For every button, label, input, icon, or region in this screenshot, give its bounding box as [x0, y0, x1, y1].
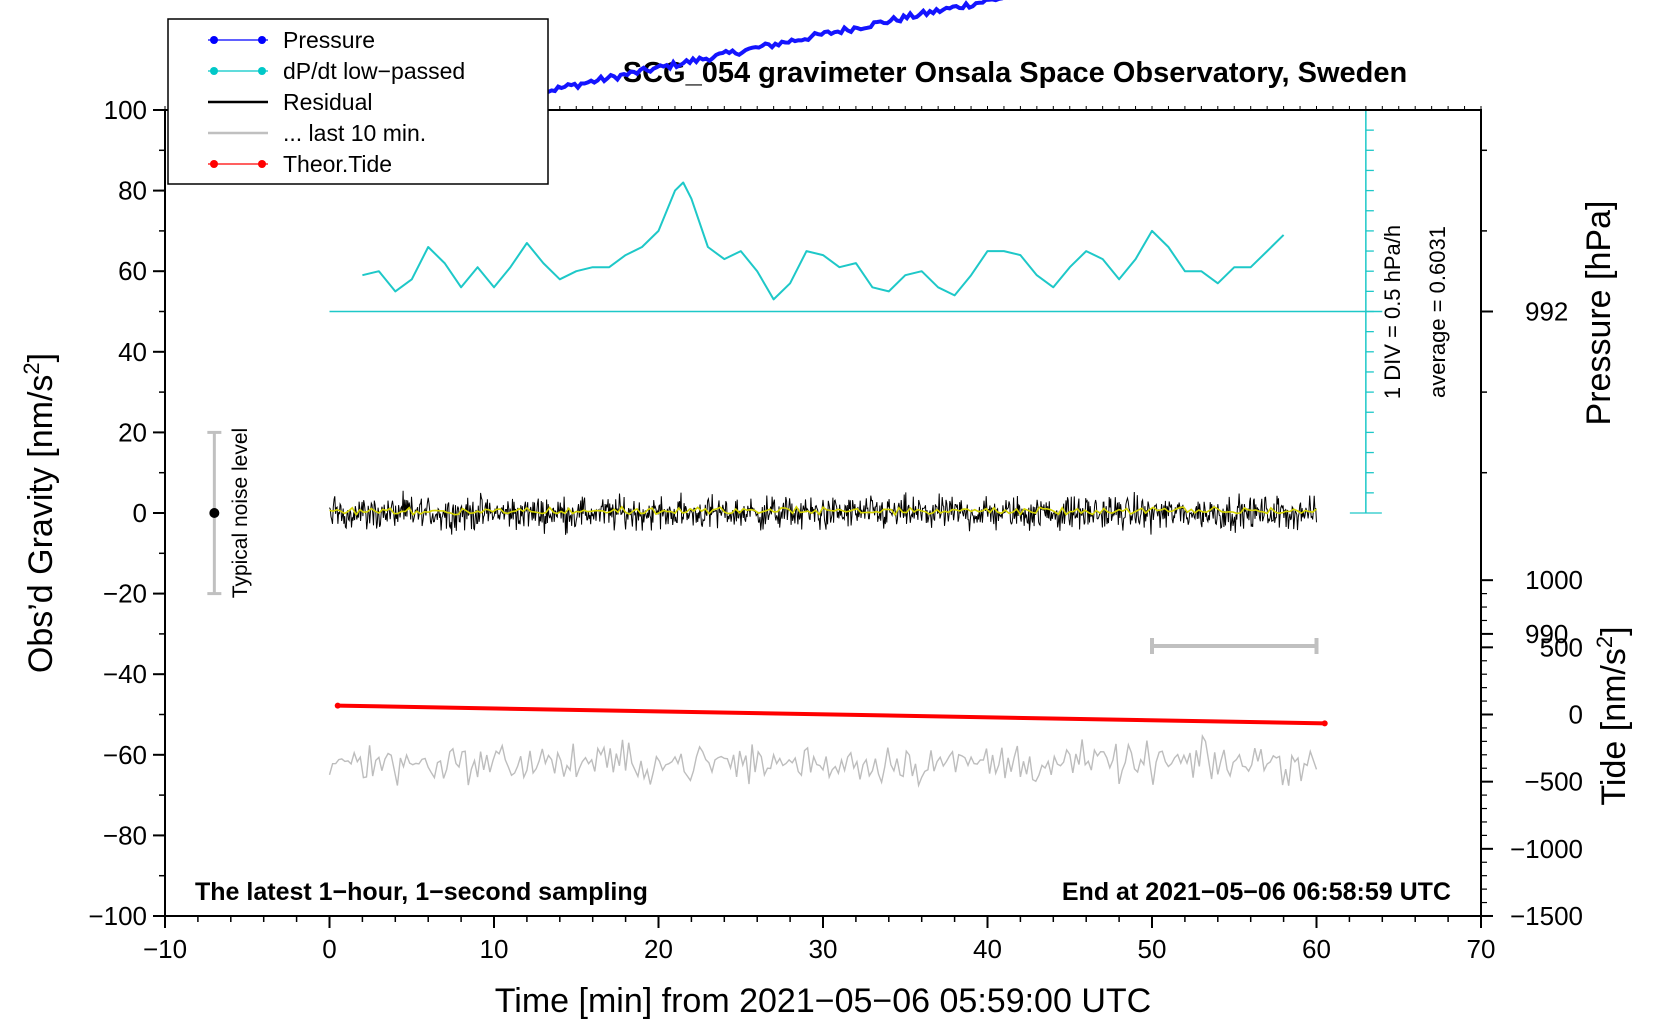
y-tick-label: −100: [88, 901, 147, 931]
pressure-axis-ticks: 994 992 990: [1481, 0, 1568, 649]
tide-axis-ticks: 1000 500 0 −500 −1000 −1500: [1481, 565, 1583, 931]
residual-smoothed-series: [329, 505, 1318, 517]
y-tick-label: 80: [118, 176, 147, 206]
x-tick-label: 0: [322, 934, 336, 964]
legend-label: Residual: [283, 89, 373, 115]
legend-marker: [258, 160, 266, 168]
ten-minute-bar: [1150, 637, 1319, 654]
tide-axis-title-sup: 2: [1592, 636, 1617, 648]
last-10-min-line: [328, 733, 1318, 789]
pressure-tick-label: 990: [1525, 619, 1568, 649]
y-tick-label: 60: [118, 256, 147, 286]
x-tick-label: 40: [973, 934, 1002, 964]
tide-axis-title-main: Tide [nm/s: [1595, 648, 1633, 805]
x-tick-label: 70: [1467, 934, 1496, 964]
legend-label: Theor.Tide: [283, 151, 392, 177]
annotation-end-time: End at 2021−05−06 06:58:59 UTC: [1062, 878, 1451, 906]
x-tick-label: −10: [143, 934, 187, 964]
y-tick-label: 20: [118, 417, 147, 447]
pressure-tick-label: 994: [1525, 0, 1568, 4]
noise-level-label: Typical noise level: [229, 428, 252, 598]
legend-marker: [258, 36, 266, 44]
legend-label: dP/dt low−passed: [283, 58, 465, 84]
legend-marker: [210, 67, 218, 75]
y-tick-label: −40: [103, 659, 147, 689]
chart-title: SCG_054 gravimeter Onsala Space Observat…: [623, 57, 1407, 89]
pressure-axis-title: Pressure [hPa]: [1580, 201, 1618, 426]
tide-line: [337, 703, 1325, 726]
tide-tick-label: 0: [1569, 700, 1583, 730]
tide-tick-label: −500: [1524, 767, 1583, 797]
x-tick-label: 20: [644, 934, 673, 964]
y-tick-label: 40: [118, 337, 147, 367]
y-tick-label: −20: [103, 579, 147, 609]
pressure-tick-label: 992: [1525, 297, 1568, 327]
y-axis-left-ticks: 100 80 60 40 20 0 −20 −40 −60 −80 −100: [88, 95, 165, 931]
x-tick-label: 10: [480, 934, 509, 964]
theor-tide-series: [334, 702, 1328, 727]
tide-axis-title-end: ]: [1595, 626, 1633, 635]
legend-marker: [258, 67, 266, 75]
noise-level-bar: [207, 430, 222, 596]
residual-line: [329, 490, 1317, 535]
last-10-min-series: [328, 733, 1318, 789]
y-axis-left-title: Obs’d Gravity [nm/s2]: [19, 353, 60, 673]
residual-series: [329, 490, 1317, 535]
noise-bar-center: [209, 508, 220, 518]
x-tick-label: 50: [1138, 934, 1167, 964]
tide-tick-label: 500: [1540, 632, 1583, 662]
y-tick-label: 100: [104, 95, 147, 125]
legend-label: ... last 10 min.: [283, 120, 426, 146]
residual-smoothed-line: [329, 505, 1318, 517]
scale-bar-label-average: average = 0.6031: [1425, 226, 1450, 398]
scale-bar-label-div: 1 DIV = 0.5 hPa/h: [1380, 225, 1405, 399]
tide-tick-label: 1000: [1525, 565, 1583, 595]
x-axis-title: Time [min] from 2021−05−06 05:59:00 UTC: [495, 982, 1151, 1020]
tide-axis-title: Tide [nm/s2]: [1592, 626, 1633, 805]
tide-end-marker: [1321, 720, 1328, 727]
y-axis-left-title-end: ]: [22, 353, 60, 362]
y-axis-left-title-sup: 2: [19, 362, 44, 374]
y-tick-label: −60: [103, 740, 147, 770]
dpdt-line: [362, 181, 1285, 301]
x-tick-label: 60: [1302, 934, 1331, 964]
legend: Pressure dP/dt low−passed Residual ... last…: [167, 18, 549, 185]
dpdt-series: [362, 181, 1285, 301]
x-axis-ticks: −10 0 10 20 30 40 50 60 70: [143, 106, 1496, 964]
legend-label: Pressure: [283, 27, 375, 53]
tide-tick-label: −1000: [1510, 834, 1583, 864]
legend-marker: [210, 36, 218, 44]
legend-marker: [210, 160, 218, 168]
y-tick-label: 0: [133, 498, 147, 528]
tide-tick-label: −1500: [1510, 901, 1583, 931]
x-tick-label: 30: [809, 934, 838, 964]
y-tick-label: −80: [103, 820, 147, 850]
tide-start-marker: [334, 702, 341, 709]
y-axis-left-title-main: Obs’d Gravity [nm/s: [22, 375, 60, 674]
annotation-latest-hour: The latest 1−hour, 1−second sampling: [195, 878, 648, 906]
